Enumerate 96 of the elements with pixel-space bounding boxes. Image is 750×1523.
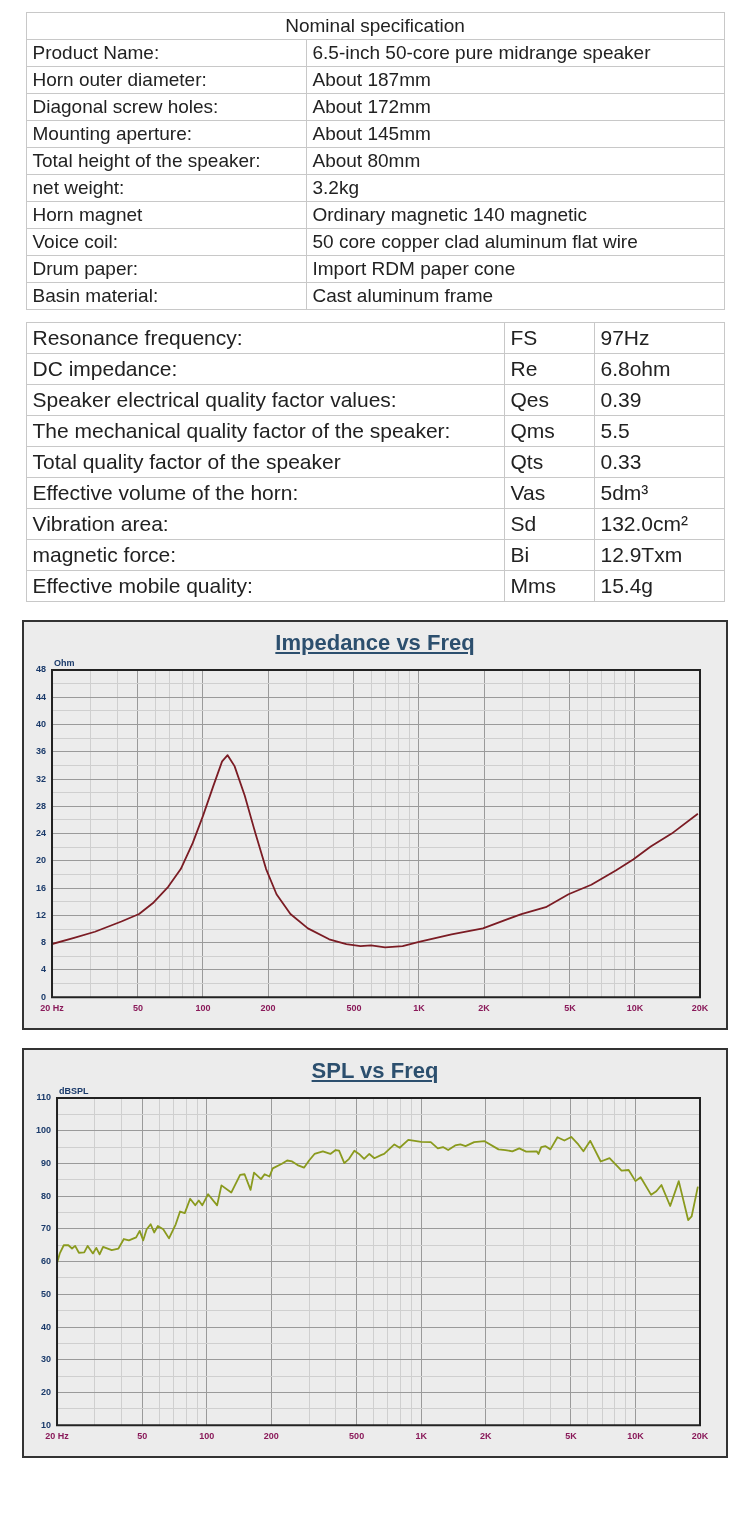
text: Import RDM paper cone (306, 255, 724, 283)
text: The mechanical quality factor of the speaker: (26, 415, 504, 447)
y-axis-title: Ohm (54, 657, 75, 668)
text: FS (504, 322, 594, 354)
chart-title: Impedance vs Freq (274, 630, 476, 656)
text: Qts (504, 446, 594, 478)
text: Mounting aperture: (26, 120, 306, 148)
x-tick-label: 20 Hz (45, 1431, 70, 1442)
x-tick-label: 2K (479, 1431, 492, 1442)
text: net weight: (26, 174, 306, 202)
text: Speaker electrical quality factor values: (26, 384, 504, 416)
text: About 145mm (306, 120, 724, 148)
y-tick-label: 24 (36, 828, 47, 839)
y-tick-label: 32 (36, 773, 47, 784)
x-tick-label: 100 (199, 1431, 215, 1442)
y-tick-label: 90 (41, 1157, 52, 1168)
y-tick-label: 28 (36, 800, 47, 811)
text: Voice coil: (26, 228, 306, 256)
text: 132.0cm² (594, 508, 724, 540)
text: DC impedance: (26, 353, 504, 385)
y-tick-label: 50 (41, 1288, 52, 1299)
text: Resonance frequency: (26, 322, 504, 354)
x-tick-label: 10K (627, 1431, 645, 1442)
x-tick-label: 100 (195, 1003, 211, 1014)
y-axis-title: dBSPL (59, 1085, 90, 1096)
y-tick-label: 10 (41, 1419, 52, 1430)
x-tick-label: 200 (263, 1431, 279, 1442)
x-tick-label: 500 (346, 1003, 362, 1014)
text: Vas (504, 477, 594, 509)
text: 15.4g (594, 570, 724, 602)
x-tick-label: 20K (691, 1431, 709, 1442)
text: 5.5 (594, 415, 724, 447)
x-tick-label: 50 (132, 1003, 143, 1014)
text: 50 core copper clad aluminum flat wire (306, 228, 724, 256)
text: Effective mobile quality: (26, 570, 504, 602)
x-tick-label: 5K (565, 1431, 578, 1442)
text: Vibration area: (26, 508, 504, 540)
text: About 80mm (306, 147, 724, 175)
x-tick-label: 20K (691, 1003, 709, 1014)
text: Basin material: (26, 282, 306, 310)
y-tick-label: 20 (36, 855, 47, 866)
x-tick-label: 1K (415, 1431, 428, 1442)
x-tick-label: 1K (413, 1003, 426, 1014)
text: 3.2kg (306, 174, 724, 202)
text: Effective volume of the horn: (26, 477, 504, 509)
text: Ordinary magnetic 140 magnetic (306, 201, 724, 229)
text: Product Name: (26, 39, 306, 67)
y-tick-label: 80 (41, 1190, 52, 1201)
x-tick-label: 200 (260, 1003, 276, 1014)
text: 0.39 (594, 384, 724, 416)
y-tick-label: 70 (41, 1223, 52, 1234)
x-tick-label: 20 Hz (40, 1003, 65, 1014)
x-tick-label: 50 (137, 1431, 148, 1442)
y-tick-label: 16 (36, 882, 47, 893)
text: 6.8ohm (594, 353, 724, 385)
x-tick-label: 5K (564, 1003, 577, 1014)
text: Mms (504, 570, 594, 602)
text: Diagonal screw holes: (26, 93, 306, 121)
text: 6.5-inch 50-core pure midrange speaker (306, 39, 724, 67)
y-tick-label: 8 (41, 937, 47, 948)
y-tick-label: 4 (41, 964, 47, 975)
text: 12.9Txm (594, 539, 724, 571)
x-tick-label: 500 (349, 1431, 365, 1442)
text: 97Hz (594, 322, 724, 354)
text: Qms (504, 415, 594, 447)
y-tick-label: 44 (36, 691, 47, 702)
text: Re (504, 353, 594, 385)
text: About 187mm (306, 66, 724, 94)
text: Total quality factor of the speaker (26, 446, 504, 478)
text: Qes (504, 384, 594, 416)
text: About 172mm (306, 93, 724, 121)
text: Total height of the speaker: (26, 147, 306, 175)
text: Horn outer diameter: (26, 66, 306, 94)
chart-title: SPL vs Freq (310, 1058, 440, 1084)
y-tick-label: 20 (41, 1386, 52, 1397)
text: 0.33 (594, 446, 724, 478)
y-tick-label: 36 (36, 746, 47, 757)
text: Cast aluminum frame (306, 282, 724, 310)
y-tick-label: 40 (36, 719, 47, 730)
y-tick-label: 0 (41, 991, 47, 1002)
text: magnetic force: (26, 539, 504, 571)
text: Nominal specification (26, 12, 724, 40)
y-tick-label: 30 (41, 1354, 52, 1365)
text: Horn magnet (26, 201, 306, 229)
y-tick-label: 100 (35, 1125, 52, 1136)
text: Bi (504, 539, 594, 571)
x-tick-label: 2K (478, 1003, 491, 1014)
y-tick-label: 12 (36, 909, 47, 920)
text: 5dm³ (594, 477, 724, 509)
y-tick-label: 48 (36, 664, 47, 675)
y-tick-label: 60 (41, 1256, 52, 1267)
text: Drum paper: (26, 255, 306, 283)
y-tick-label: 110 (36, 1092, 52, 1103)
y-tick-label: 40 (41, 1321, 52, 1332)
text: Sd (504, 508, 594, 540)
x-tick-label: 10K (626, 1003, 644, 1014)
